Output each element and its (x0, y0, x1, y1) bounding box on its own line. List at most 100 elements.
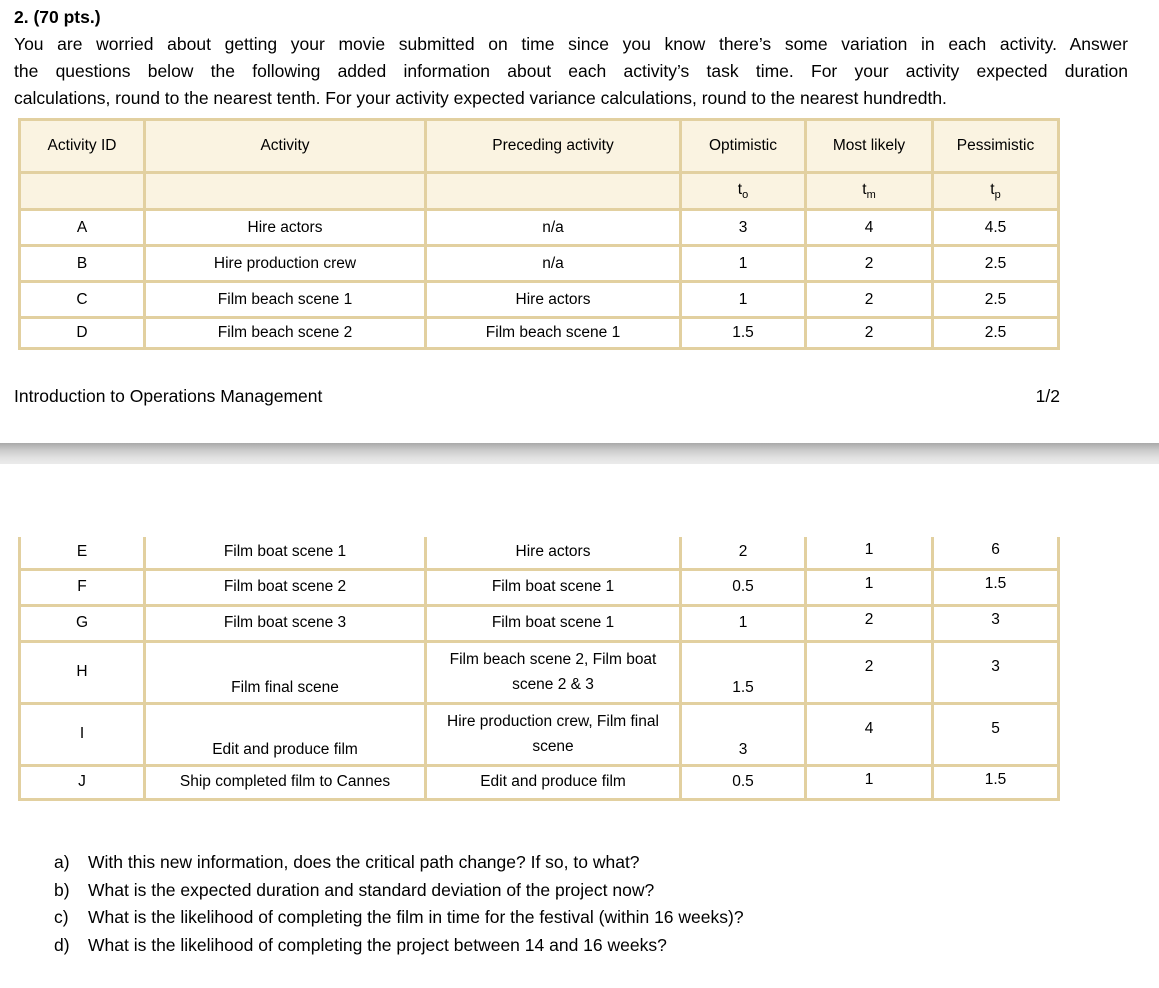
column-header-optimistic: Optimistic (679, 118, 807, 174)
cell-most-likely: 2 (804, 603, 934, 643)
subheader-cell-tp: tp (931, 171, 1060, 211)
page-break-divider (0, 443, 1159, 464)
cell-activity: Film final scene (143, 639, 427, 705)
cell-pessimistic: 1.5 (931, 567, 1060, 607)
problem-statement-line-3: calculations, round to the nearest tenth… (14, 88, 947, 108)
cell-pessimistic: 2.5 (931, 244, 1060, 283)
cell-optimistic: 1 (679, 244, 807, 283)
cell-pessimistic: 2.5 (931, 280, 1060, 319)
cell-pessimistic: 3 (931, 639, 1060, 705)
subscript-o: o (742, 189, 749, 202)
table-row-E: E Film boat scene 1 Hire actors 2 1 6 (18, 537, 1060, 571)
subheader-cell-tm: tm (804, 171, 934, 211)
cell-preceding: n/a (424, 244, 682, 283)
cell-preceding: Film beach scene 2, Film boat scene 2 & … (424, 639, 682, 705)
cell-activity: Hire actors (143, 208, 427, 247)
table-header-row: Activity ID Activity Preceding activity … (18, 118, 1060, 174)
question-text: What is the likelihood of completing the… (88, 907, 744, 927)
table-row-B: B Hire production crew n/a 1 2 2.5 (18, 244, 1060, 283)
cell-activity: Film boat scene 2 (143, 567, 427, 607)
cell-most-likely: 2 (804, 280, 934, 319)
cell-activity: Edit and produce film (143, 701, 427, 767)
column-header-most-likely: Most likely (804, 118, 934, 174)
question-c: c) What is the likelihood of completing … (54, 904, 1134, 932)
cell-most-likely: 1 (804, 537, 934, 571)
cell-pessimistic: 4.5 (931, 208, 1060, 247)
cell-activity-id: I (18, 701, 146, 767)
cell-most-likely: 4 (804, 208, 934, 247)
cell-optimistic: 2 (679, 537, 807, 571)
cell-preceding: Film boat scene 1 (424, 567, 682, 607)
cell-activity-id: B (18, 244, 146, 283)
symbol-t: t (990, 180, 995, 198)
cell-preceding: Film boat scene 1 (424, 603, 682, 643)
table-row-G: G Film boat scene 3 Film boat scene 1 1 … (18, 603, 1060, 643)
subheader-cell (143, 171, 427, 211)
cell-optimistic: 3 (679, 701, 807, 767)
question-text: What is the expected duration and standa… (88, 879, 655, 900)
table-row-I: I Edit and produce film Hire production … (18, 701, 1060, 767)
cell-most-likely: 2 (804, 244, 934, 283)
cell-optimistic: 0.5 (679, 567, 807, 607)
cell-preceding: Film beach scene 1 (424, 316, 682, 350)
question-label: c) (54, 907, 69, 927)
cell-pessimistic: 1.5 (931, 763, 1060, 801)
cell-activity-id: H (18, 639, 146, 705)
question-text: With this new information, does the crit… (88, 852, 640, 872)
table-row-D: D Film beach scene 2 Film beach scene 1 … (18, 316, 1060, 350)
footer-course-title: Introduction to Operations Management (14, 386, 323, 406)
column-header-preceding-activity: Preceding activity (424, 118, 682, 174)
problem-statement-line-2: the questions below the following added … (14, 61, 1128, 81)
cell-optimistic: 1.5 (679, 316, 807, 350)
problem-statement-line-1: You are worried about getting your movie… (14, 34, 1128, 54)
cell-activity-id: E (18, 537, 146, 571)
problem-statement: You are worried about getting your movie… (14, 31, 1128, 112)
table-row-J: J Ship completed film to Cannes Edit and… (18, 763, 1060, 801)
question-a: a) With this new information, does the c… (54, 849, 1134, 877)
cell-preceding: Hire actors (424, 537, 682, 571)
cell-activity-id: G (18, 603, 146, 643)
cell-most-likely: 1 (804, 567, 934, 607)
question-list: a) With this new information, does the c… (54, 849, 1134, 959)
column-header-activity-id: Activity ID (18, 118, 146, 174)
subscript-p: p (994, 189, 1001, 202)
table-row-A: A Hire actors n/a 3 4 4.5 (18, 208, 1060, 247)
cell-most-likely: 4 (804, 701, 934, 767)
cell-activity: Film boat scene 3 (143, 603, 427, 643)
cell-preceding: n/a (424, 208, 682, 247)
table-row-H: H Film final scene Film beach scene 2, F… (18, 639, 1060, 705)
question-text: What is the likelihood of completing the… (88, 934, 667, 955)
table-subheader-row: to tm tp (18, 171, 1060, 211)
cell-preceding: Hire production crew, Film final scene (424, 701, 682, 767)
subheader-cell (424, 171, 682, 211)
cell-activity: Film beach scene 1 (143, 280, 427, 319)
table-row-C: C Film beach scene 1 Hire actors 1 2 2.5 (18, 280, 1060, 319)
cell-activity-id: D (18, 316, 146, 350)
cell-optimistic: 3 (679, 208, 807, 247)
cell-activity-id: J (18, 763, 146, 801)
column-header-pessimistic: Pessimistic (931, 118, 1060, 174)
cell-pessimistic: 2.5 (931, 316, 1060, 350)
question-label: d) (54, 934, 70, 955)
subheader-cell-to: to (679, 171, 807, 211)
question-label: a) (54, 852, 70, 872)
cell-optimistic: 1 (679, 280, 807, 319)
footer-page-number: 1/2 (1035, 386, 1060, 406)
cell-most-likely: 2 (804, 316, 934, 350)
cell-activity-id: C (18, 280, 146, 319)
cell-most-likely: 1 (804, 763, 934, 801)
cell-activity: Ship completed film to Cannes (143, 763, 427, 801)
question-d: d) What is the likelihood of completing … (54, 932, 1134, 960)
cell-optimistic: 1.5 (679, 639, 807, 705)
problem-title: 2. (70 pts.) (14, 7, 101, 27)
cell-pessimistic: 5 (931, 701, 1060, 767)
cell-preceding: Hire actors (424, 280, 682, 319)
question-label: b) (54, 879, 70, 900)
activity-table-page2: E Film boat scene 1 Hire actors 2 1 6 F … (18, 537, 1060, 801)
table-row-F: F Film boat scene 2 Film boat scene 1 0.… (18, 567, 1060, 607)
cell-most-likely: 2 (804, 639, 934, 705)
cell-pessimistic: 3 (931, 603, 1060, 643)
cell-preceding: Edit and produce film (424, 763, 682, 801)
subheader-cell (18, 171, 146, 211)
column-header-activity: Activity (143, 118, 427, 174)
